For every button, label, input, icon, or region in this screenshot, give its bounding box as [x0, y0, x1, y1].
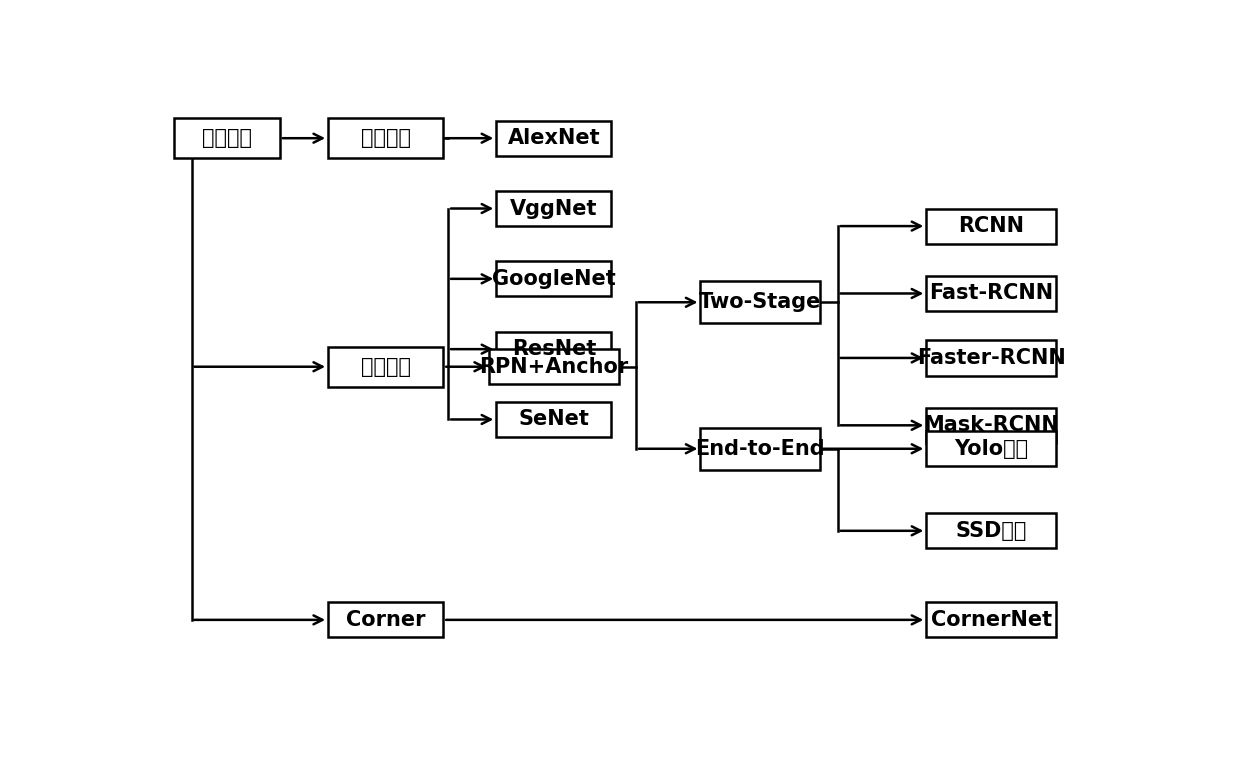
Text: ResNet: ResNet: [512, 339, 596, 359]
Text: Two-Stage: Two-Stage: [699, 292, 822, 312]
Text: SSD系列: SSD系列: [955, 521, 1027, 541]
Text: 目标检测: 目标检测: [202, 128, 252, 148]
FancyBboxPatch shape: [174, 118, 280, 158]
FancyBboxPatch shape: [327, 118, 444, 158]
Text: End-to-End: End-to-End: [696, 439, 826, 459]
Text: RPN+Anchor: RPN+Anchor: [479, 357, 629, 377]
FancyBboxPatch shape: [926, 513, 1056, 549]
FancyBboxPatch shape: [926, 408, 1056, 443]
FancyBboxPatch shape: [327, 347, 444, 387]
FancyBboxPatch shape: [926, 602, 1056, 638]
Text: SeNet: SeNet: [518, 409, 589, 429]
FancyBboxPatch shape: [496, 121, 611, 156]
FancyBboxPatch shape: [926, 340, 1056, 375]
Text: 分类网络: 分类网络: [361, 128, 410, 148]
Text: Fast-RCNN: Fast-RCNN: [929, 284, 1053, 304]
Text: AlexNet: AlexNet: [507, 128, 600, 148]
FancyBboxPatch shape: [926, 431, 1056, 466]
FancyBboxPatch shape: [926, 209, 1056, 244]
Text: Yolo系列: Yolo系列: [954, 439, 1028, 459]
Text: GoogleNet: GoogleNet: [492, 269, 616, 289]
FancyBboxPatch shape: [496, 261, 611, 297]
Text: Faster-RCNN: Faster-RCNN: [916, 348, 1065, 368]
Text: VggNet: VggNet: [510, 199, 598, 218]
Text: Corner: Corner: [346, 610, 425, 630]
Text: Mask-RCNN: Mask-RCNN: [924, 416, 1059, 435]
FancyBboxPatch shape: [496, 191, 611, 226]
FancyBboxPatch shape: [701, 281, 821, 323]
FancyBboxPatch shape: [327, 602, 444, 638]
FancyBboxPatch shape: [701, 428, 821, 470]
FancyBboxPatch shape: [496, 332, 611, 367]
FancyBboxPatch shape: [496, 402, 611, 437]
FancyBboxPatch shape: [926, 276, 1056, 311]
Text: 定位算法: 定位算法: [361, 357, 410, 377]
FancyBboxPatch shape: [489, 349, 619, 384]
Text: RCNN: RCNN: [959, 216, 1024, 236]
Text: CornerNet: CornerNet: [930, 610, 1052, 630]
